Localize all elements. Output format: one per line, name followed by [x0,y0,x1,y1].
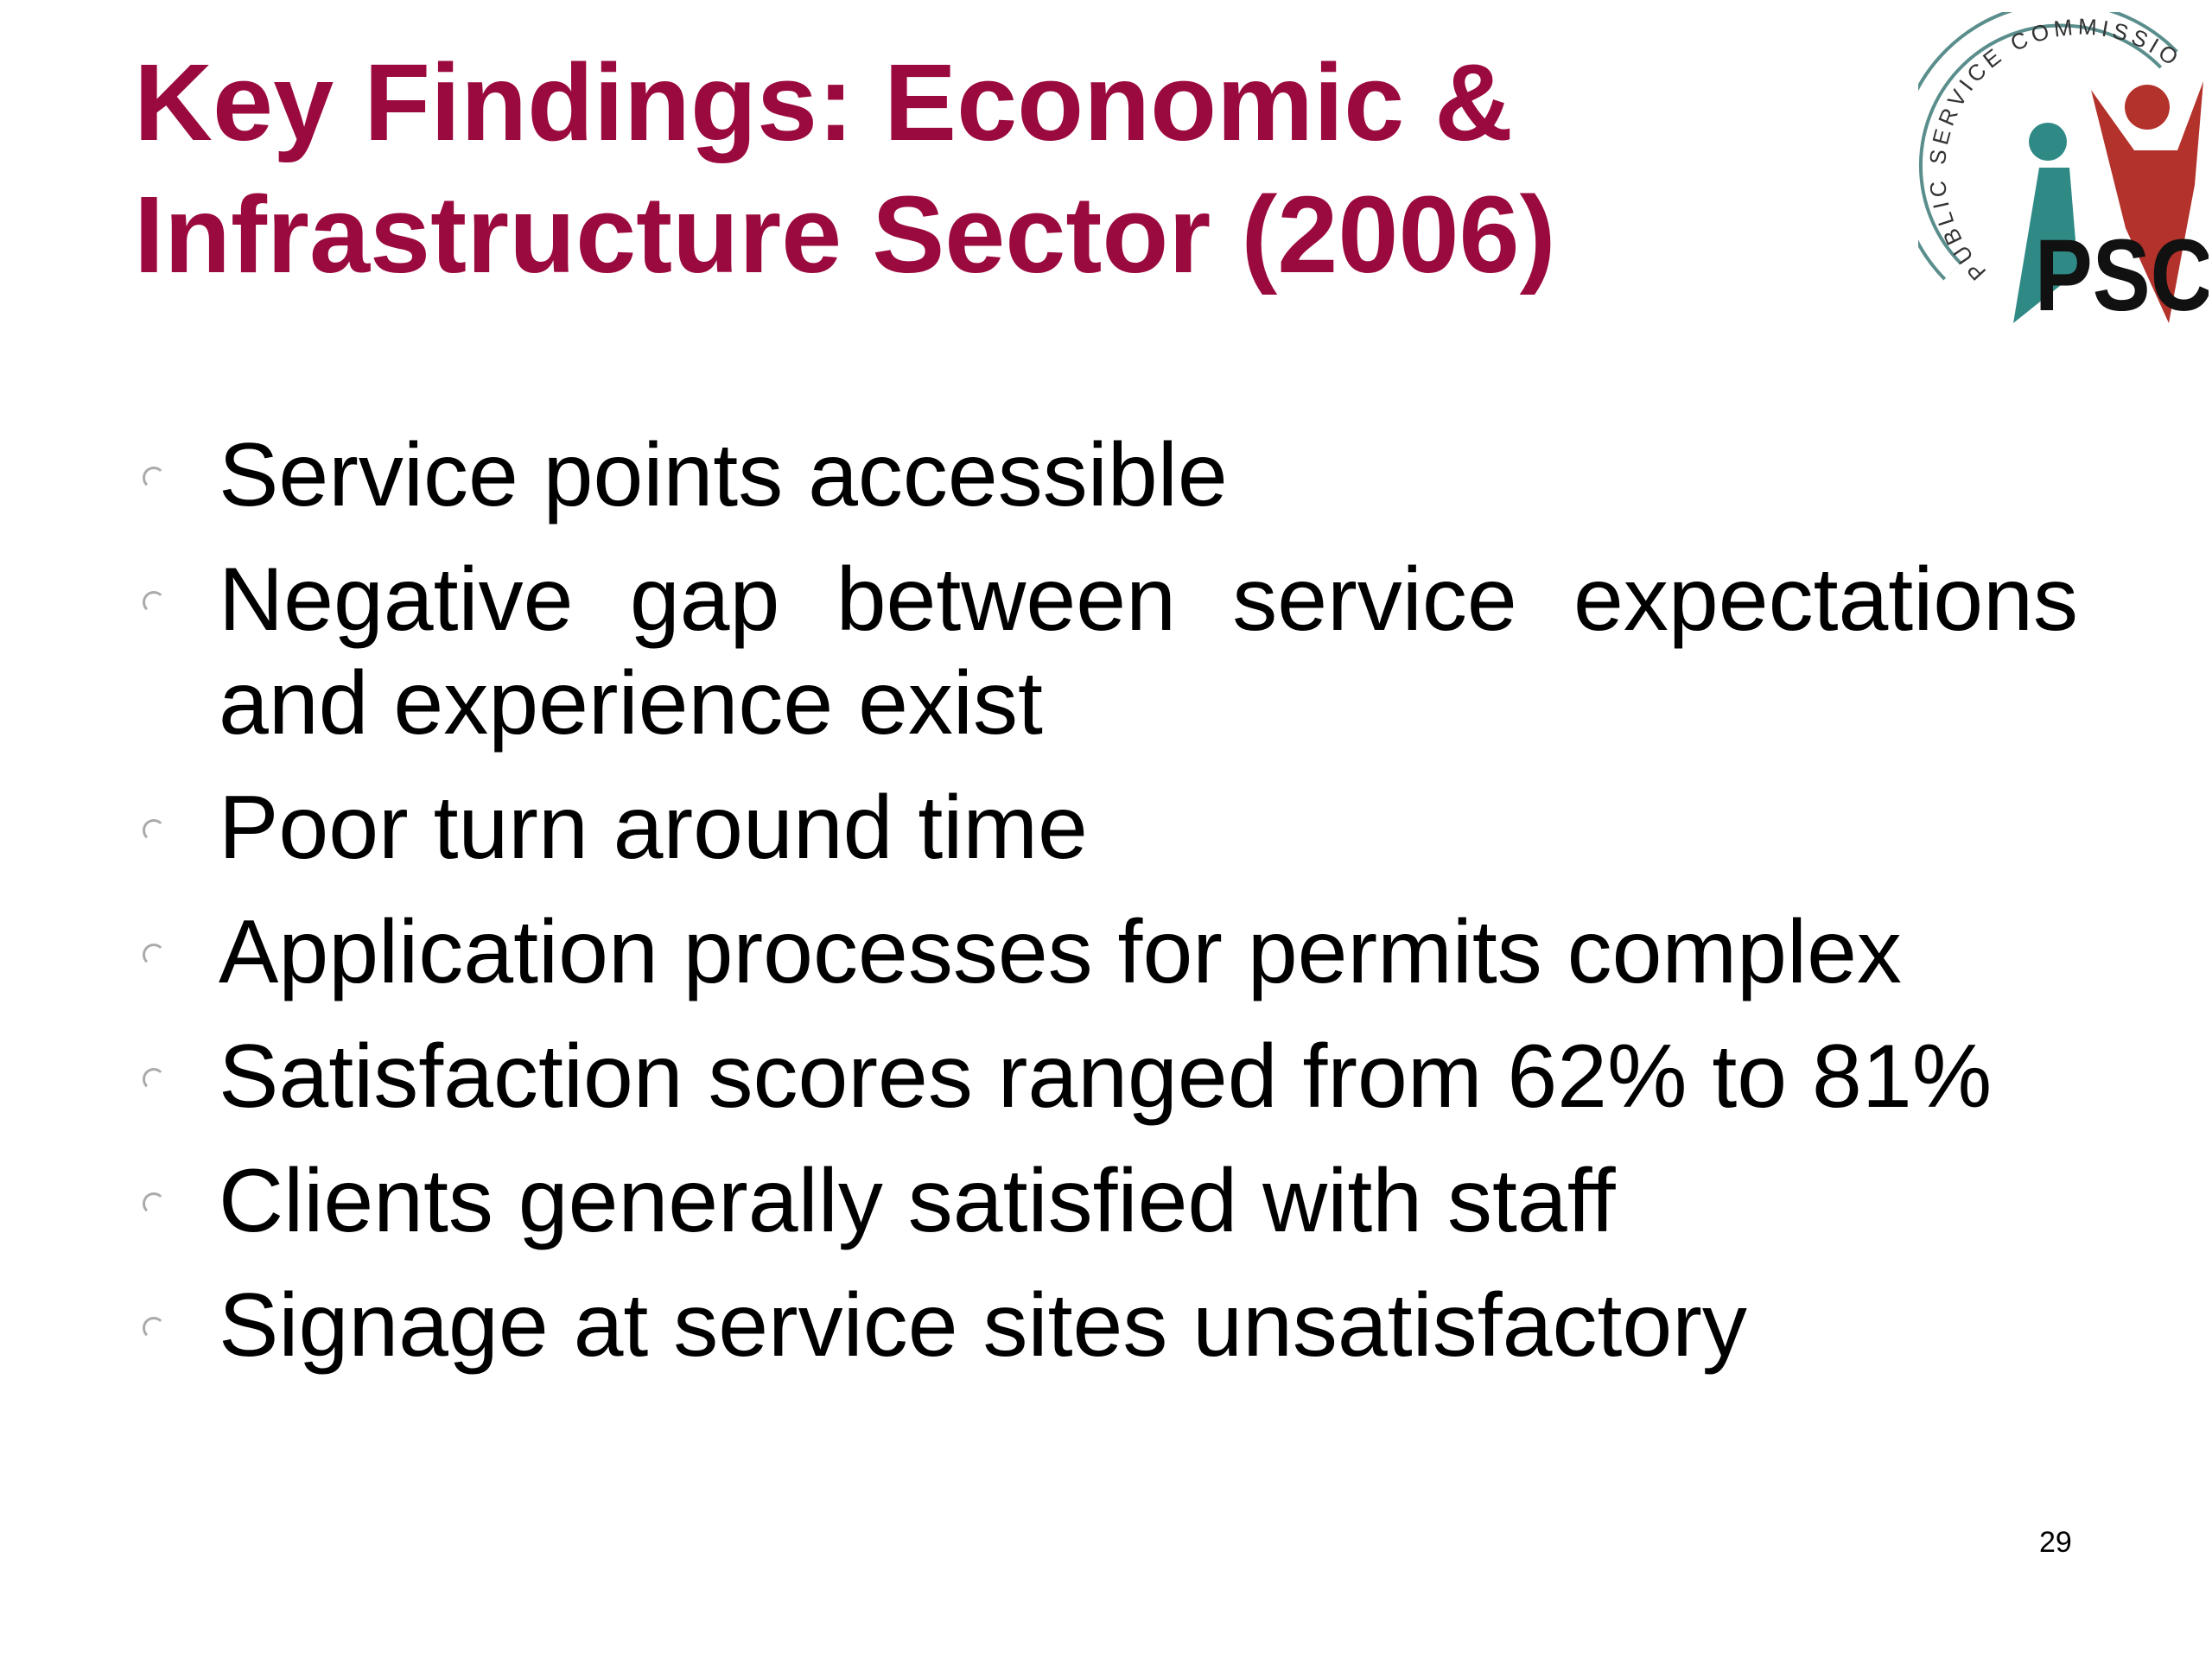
logo-acronym: PSC [2035,219,2209,332]
bullet-text: Clients generally satisfied with staff [219,1151,1616,1251]
bullet-marker [143,1192,165,1215]
bullet-item: Service points accessible [143,423,2078,527]
bullet-item: Clients generally satisfied with staff [143,1149,2078,1253]
logo-figure-head [2029,123,2067,161]
bullet-item: Signage at service sites unsatisfactory [143,1274,2078,1377]
title-line: Infrastructure Sector (2006) [134,174,1556,296]
logo-figure [2091,81,2203,323]
bullet-text: Negative gap between service expectation… [219,550,2078,753]
bullet-marker [143,819,165,842]
page-number: 29 [2039,1526,2072,1559]
bullet-marker [143,591,165,613]
bullet-marker [143,944,165,966]
bullet-marker [143,1068,165,1090]
logo-ring-inner [1918,12,2176,278]
bullet-item: Satisfaction scores ranged from 62% to 8… [143,1025,2078,1128]
slide-title: Key Findings: Economic & Infrastructure … [134,36,1556,301]
bullet-item: Negative gap between service expectation… [143,548,2078,755]
title-line: Key Findings: Economic & [134,41,1514,163]
logo-figure [2013,168,2078,323]
logo-figure-head [2125,85,2170,130]
bullet-text: Service points accessible [219,425,1228,525]
bullet-marker [143,1317,165,1339]
bullet-text: Satisfaction scores ranged from 62% to 8… [219,1027,1993,1127]
bullet-list: Service points accessible Negative gap be… [143,423,2078,1398]
bullet-text: Application processes for permits comple… [219,902,1902,1002]
bullet-item: Poor turn around time [143,776,2078,880]
logo: PUBLIC SERVICE COMMISSION PSC [1918,12,2209,333]
bullet-text: Poor turn around time [219,778,1088,878]
bullet-text: Signage at service sites unsatisfactory [219,1275,1747,1376]
bullet-marker [143,467,165,489]
bullet-item: Application processes for permits comple… [143,900,2078,1004]
